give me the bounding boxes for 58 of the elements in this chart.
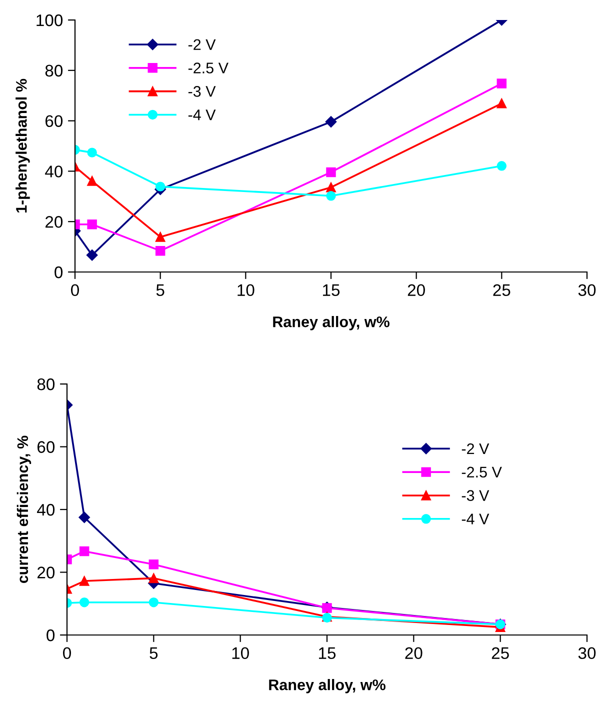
point [87,220,97,230]
y-axis-title: 1-phenylethanol % [16,78,30,213]
legend-label: -2.5 V [462,466,502,478]
x-axis-title: Raney alloy, w% [269,679,386,694]
point [79,598,90,608]
x-tick-label: 0 [71,284,79,296]
x-tick-label: 15 [319,647,336,660]
point [326,191,336,201]
legend-label: -3 V [462,490,490,501]
x-tick-label: 25 [493,284,510,296]
point [148,573,159,584]
x-tick-label: 25 [492,647,509,660]
y-tick-label: 60 [46,115,63,128]
point [148,598,159,608]
y-tick-label: 40 [37,504,55,516]
point [496,161,507,171]
y-tick-label: 80 [37,378,55,390]
legend-label: -4 V [188,110,216,120]
y-tick-label: 60 [38,441,55,453]
point [79,546,90,556]
x-tick-label: 20 [405,647,422,660]
point [78,512,90,523]
point [79,576,90,586]
legend-label: -2 V [462,443,490,454]
x-tick-label: 30 [578,284,596,296]
x-tick-label: 0 [63,647,71,660]
x-tick-label: 5 [150,647,158,660]
x-tick-label: 10 [238,284,254,296]
x-tick-label: 20 [408,284,425,296]
point [496,98,507,108]
y-tick-label: 0 [54,266,63,278]
y-tick-label: 0 [46,629,55,642]
legend-label: -3 V [188,86,216,97]
point [326,167,336,178]
point [496,78,507,88]
point [325,116,337,128]
point [87,176,97,186]
y-tick-label: 40 [45,166,63,178]
point [148,560,159,570]
x-axis-title: Raney alloy, w% [273,316,390,330]
point [155,246,166,256]
point [326,182,336,192]
legend-label: -4 V [462,514,490,524]
y-tick-label: 20 [45,216,63,228]
y-tick-label: 100 [36,14,63,26]
x-tick-label: 5 [156,284,164,296]
y-tick-label: 20 [37,566,55,578]
x-tick-label: 30 [578,647,596,660]
point [86,250,98,261]
legend-label: -2 V [188,39,216,50]
point [155,232,166,242]
legend-label: -2.5 V [188,62,228,74]
point [155,182,166,192]
x-tick-label: 15 [323,284,340,296]
point [87,148,97,158]
y-axis-title: current efficiency, % [16,436,32,584]
y-tick-label: 80 [45,64,63,77]
x-tick-label: 10 [232,647,249,660]
